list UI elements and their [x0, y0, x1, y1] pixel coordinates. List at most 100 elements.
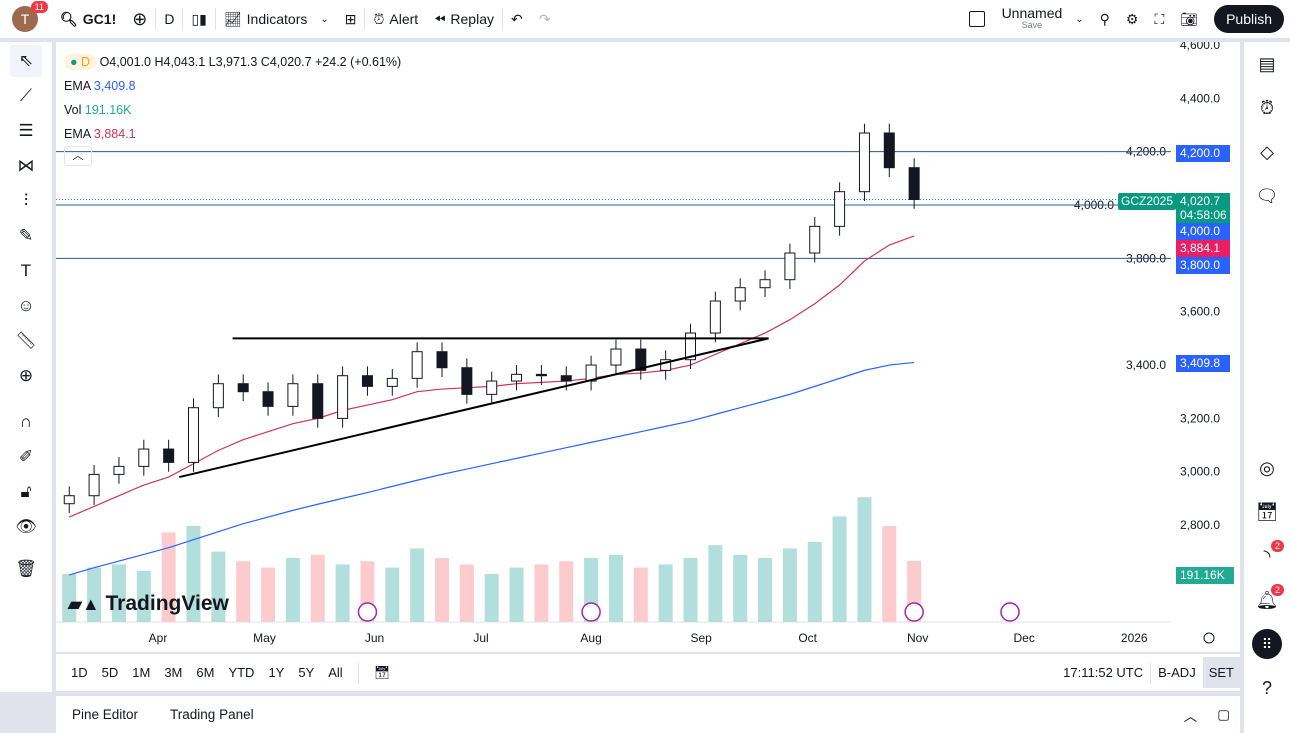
chats-button[interactable]: 🗨︎: [1244, 174, 1290, 218]
indicators-button[interactable]: 📈︎ Indicators ⌄: [216, 0, 337, 38]
indicators-icon: 📈︎: [223, 10, 242, 27]
user-avatar[interactable]: T 11: [12, 1, 48, 32]
range-1d[interactable]: 1D: [71, 665, 88, 680]
range-1y[interactable]: 1Y: [268, 665, 285, 680]
event-marker-icon: [357, 602, 378, 622]
fullscreen-button[interactable]: ⛶: [1146, 0, 1172, 38]
price-tick: 3,200.0: [1180, 411, 1220, 425]
volume-bar: [211, 551, 226, 622]
last-price-label: 4,020.7 04:58:06: [1176, 193, 1230, 223]
clock[interactable]: 17:11:52 UTC: [1063, 665, 1144, 680]
symbol-search[interactable]: 🔍︎ GC1!: [52, 0, 124, 38]
range-1m[interactable]: 1M: [132, 665, 151, 680]
lock-tool[interactable]: 🔓︎: [10, 476, 42, 508]
volume-bar: [608, 554, 623, 622]
undo-button[interactable]: ↶: [503, 0, 531, 38]
chart-pane[interactable]: 4,600.0 4,400.0 4,200.0 4,000.0 3,800.0 3,600…: [56, 42, 1240, 652]
line-4200-label: 4,200.0: [1176, 145, 1230, 162]
price-tick: 3,000.0: [1180, 465, 1220, 479]
interval-button[interactable]: D: [164, 11, 175, 27]
volume-bar: [733, 554, 748, 622]
redo-button[interactable]: ↷: [531, 0, 559, 38]
fullscreen-icon: ⛶: [1154, 10, 1165, 27]
range-6m[interactable]: 6M: [196, 665, 215, 680]
tech-analysis-button[interactable]: ◎: [1244, 446, 1290, 490]
adjustment-toggle[interactable]: B-ADJ: [1158, 665, 1196, 680]
candle-body: [262, 391, 274, 407]
zoom-tool[interactable]: ⊕: [10, 360, 42, 392]
fib-tool[interactable]: ☰: [10, 115, 42, 147]
measure-tool[interactable]: 📏︎: [10, 325, 42, 357]
range-all[interactable]: All: [328, 665, 343, 680]
date-range-button[interactable]: 📅︎: [367, 665, 398, 681]
chevron-down-icon: ⌄: [320, 13, 329, 25]
session-toggle[interactable]: SET: [1202, 657, 1240, 688]
range-ytd[interactable]: YTD: [228, 665, 255, 680]
legend-ohlc: O4,001.0 H4,043.1 L3,971.3 C4,020.7 +24.…: [99, 55, 402, 69]
apps-button[interactable]: ⠿: [1244, 622, 1290, 666]
replay-button[interactable]: ⏪︎ Replay: [426, 0, 502, 38]
price-tick: 4,600.0: [1180, 42, 1220, 52]
collapse-panel-button[interactable]: ︿: [1174, 705, 1208, 725]
candle-body: [858, 132, 870, 193]
line-4000-label: 4,000.0: [1176, 223, 1230, 240]
object-tree-button[interactable]: ◇: [1244, 130, 1290, 174]
magnet-tool[interactable]: ∩: [10, 406, 42, 438]
layout-name: Unnamed: [1001, 5, 1063, 21]
alarm-clock-icon: ⏰︎: [1259, 97, 1275, 118]
collapse-legend-button[interactable]: ︿: [64, 146, 92, 166]
range-5y[interactable]: 5Y: [298, 665, 315, 680]
watchlist-button[interactable]: ▤: [1244, 42, 1290, 86]
indicators-label: Indicators: [246, 11, 308, 27]
calendar-button[interactable]: 📅︎: [1244, 490, 1290, 534]
pattern-tool[interactable]: ⋈: [10, 150, 42, 182]
undo-icon: ↶: [511, 10, 523, 27]
compare-button[interactable]: ⊕: [124, 0, 155, 38]
layout-button[interactable]: Unnamed Save ⌄: [961, 0, 1092, 38]
emoji-tool[interactable]: ☺: [10, 290, 42, 322]
logo-text: TradingView: [105, 592, 229, 615]
candle-body: [908, 167, 920, 200]
candle-body: [635, 348, 647, 371]
candle-body: [436, 351, 448, 369]
pine-editor-tab[interactable]: Pine Editor: [72, 707, 139, 722]
snapshot-button[interactable]: 📷︎: [1172, 0, 1206, 38]
volume-bar: [758, 558, 773, 622]
help-button[interactable]: ?: [1244, 666, 1290, 710]
top-toolbar: T 11 🔍︎ GC1! ⊕ D ▯▮ 📈︎ Indicators ⌄ ⊞ ⏰︎ Aler…: [0, 0, 1290, 38]
trendline-tool[interactable]: ⟋: [10, 80, 42, 112]
settings-button[interactable]: ⚙︎: [1118, 0, 1147, 38]
time-tick: Apr: [149, 631, 168, 645]
volume-bar: [410, 548, 425, 622]
notifications-button[interactable]: 🔔︎ 2: [1244, 578, 1290, 622]
range-3m[interactable]: 3M: [164, 665, 183, 680]
candle-body: [212, 383, 224, 409]
range-5d[interactable]: 5D: [101, 665, 119, 680]
templates-button[interactable]: ⊞: [337, 0, 365, 38]
maximize-panel-button[interactable]: ▢: [1207, 707, 1240, 723]
calendar-range-icon: 📅︎: [373, 664, 391, 680]
forecast-tool[interactable]: ⫶: [10, 185, 42, 217]
chart-type-button[interactable]: ▯▮: [183, 0, 214, 38]
price-chart[interactable]: 4,600.0 4,400.0 4,200.0 4,000.0 3,800.0 3,600…: [56, 42, 1240, 652]
eye-icon: 👁︎: [15, 517, 37, 536]
hide-tool[interactable]: 👁︎: [10, 511, 42, 543]
square-icon: [968, 11, 985, 27]
candle-body: [163, 448, 175, 463]
legend-interval: D: [81, 55, 91, 69]
quick-search-button[interactable]: ⚲: [1092, 0, 1118, 38]
stay-drawing-tool[interactable]: ✐: [10, 441, 42, 473]
publish-button[interactable]: Publish: [1214, 5, 1284, 33]
bottom-toolbar: 1D 5D 1M 3M 6M YTD 1Y 5Y All 📅︎ 17:11:52 UTC B-A…: [56, 653, 1240, 691]
news-button[interactable]: ◝ 2: [1244, 534, 1290, 578]
ema-fast-value: 3,884.1: [93, 127, 136, 141]
cursor-tool[interactable]: ⇖: [10, 45, 42, 77]
text-tool[interactable]: T: [10, 255, 42, 287]
alerts-button[interactable]: ⏰︎: [1244, 86, 1290, 130]
candle-body: [784, 252, 796, 281]
brush-tool[interactable]: ✎: [10, 220, 42, 252]
delete-tool[interactable]: 🗑︎: [10, 553, 42, 585]
time-tick: Nov: [907, 631, 928, 645]
trading-panel-tab[interactable]: Trading Panel: [170, 707, 254, 722]
alert-button[interactable]: ⏰︎ Alert: [365, 0, 426, 38]
